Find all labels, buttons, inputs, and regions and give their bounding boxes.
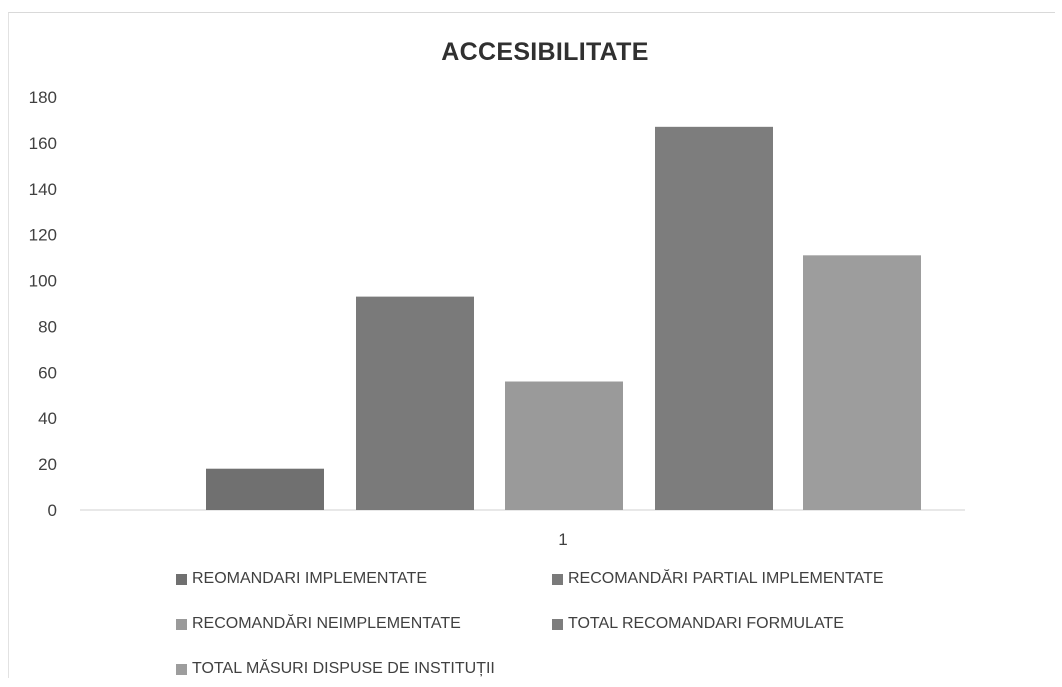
y-tick-label: 120: [29, 226, 57, 245]
y-tick-label: 140: [29, 180, 57, 199]
legend-swatch: [552, 618, 563, 630]
bar-series-4: [655, 126, 773, 511]
y-tick-label: 20: [38, 455, 57, 474]
legend-label: TOTAL MĂSURI DISPUSE DE INSTITUȚII: [192, 660, 495, 677]
bar-series-3: [505, 381, 623, 510]
legend-swatch: [552, 573, 563, 585]
legend-label: TOTAL RECOMANDARI FORMULATE: [568, 615, 844, 632]
legend-swatch: [176, 663, 187, 675]
x-tick-label: 1: [558, 530, 567, 549]
chart-title: ACCESIBILITATE: [441, 38, 649, 66]
legend-item: RECOMANDĂRI NEIMPLEMENTATE: [176, 615, 461, 633]
y-tick-label: 100: [29, 272, 57, 291]
bar-series-1: [206, 468, 324, 510]
legend-item: REOMANDARI IMPLEMENTATE: [176, 570, 427, 588]
y-axis-ticks: 0 20 40 60 80 100 120 140 160 180: [29, 88, 57, 520]
bar-series-5: [803, 255, 921, 510]
y-tick-label: 60: [38, 363, 57, 382]
legend-label: REOMANDARI IMPLEMENTATE: [192, 570, 427, 587]
x-axis-ticks: 1: [558, 530, 567, 549]
legend-label: RECOMANDĂRI PARTIAL IMPLEMENTATE: [568, 570, 884, 587]
y-tick-label: 160: [29, 134, 57, 153]
y-tick-label: 0: [48, 501, 57, 520]
legend-swatch: [176, 573, 187, 585]
legend-item: RECOMANDĂRI PARTIAL IMPLEMENTATE: [552, 570, 884, 588]
legend-swatch: [176, 618, 187, 630]
bars: [206, 126, 921, 511]
y-tick-label: 180: [29, 88, 57, 107]
legend-label: RECOMANDĂRI NEIMPLEMENTATE: [192, 615, 461, 632]
bar-series-2: [356, 296, 474, 510]
chart-frame: [8, 12, 1055, 678]
legend-item: TOTAL RECOMANDARI FORMULATE: [552, 615, 844, 633]
legend-item: TOTAL MĂSURI DISPUSE DE INSTITUȚII: [176, 660, 495, 678]
y-tick-label: 80: [38, 317, 57, 336]
y-tick-label: 40: [38, 409, 57, 428]
